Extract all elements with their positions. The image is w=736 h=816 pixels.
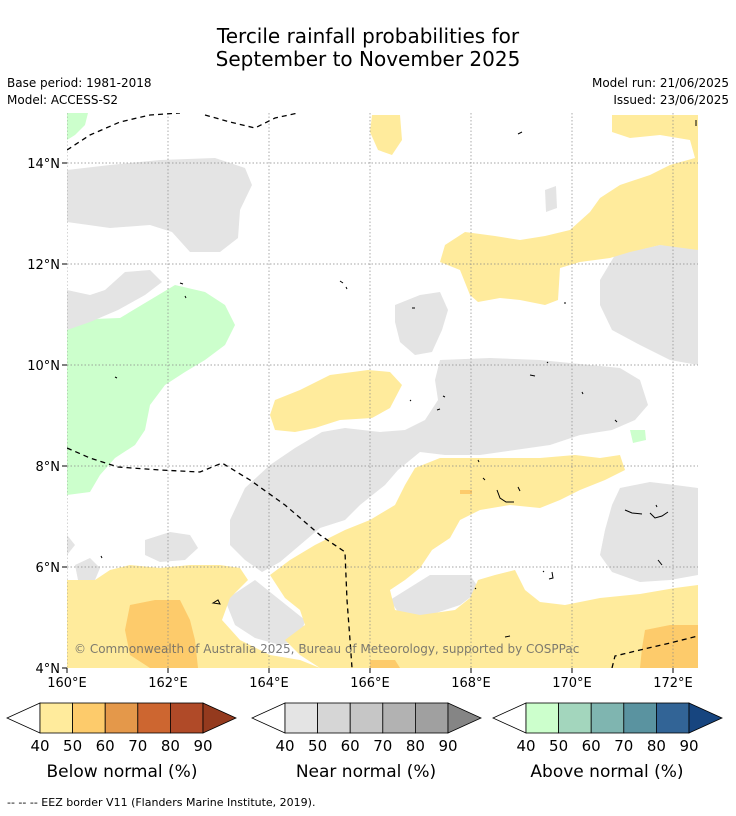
colorbar-below-tick: 60 (96, 737, 115, 755)
issued-date: Issued: 23/06/2025 (613, 93, 729, 107)
colorbar-label-near: Near normal (%) (295, 762, 437, 782)
below-normal-moderate-se (640, 625, 698, 668)
colorbar-above-tick: 90 (679, 737, 698, 755)
colorbar-near-segment (284, 702, 318, 734)
colorbars: 40 50 60 70 80 90 40 50 60 70 80 90 40 50 60 70 80 90 (6, 702, 723, 755)
colorbar-below-tick: 70 (128, 737, 147, 755)
colorbar-below-segment (202, 702, 237, 734)
near-normal-region-east (600, 482, 698, 582)
colorbar-label-below: Below normal (%) (46, 762, 198, 782)
eez-borders (67, 113, 698, 668)
lon-label-162e: 162°E (148, 676, 188, 691)
colorbar-below: 40 50 60 70 80 90 (6, 702, 237, 755)
colorbar-near-segment (447, 702, 482, 734)
near-normal-region-s-1 (225, 580, 305, 645)
colorbar-near-segment (317, 702, 351, 734)
title-line-2: September to November 2025 (215, 47, 521, 71)
lat-label-4n: 4°N (36, 662, 61, 677)
colorbar-near-tick: 50 (308, 737, 327, 755)
colorbar-near-tick: 80 (406, 737, 425, 755)
title-line-1: Tercile rainfall probabilities for (216, 24, 520, 48)
colorbar-below-tick: 50 (63, 737, 82, 755)
colorbar-near-segment (414, 702, 449, 734)
colorbar-below-segment (169, 702, 204, 734)
colorbar-near: 40 50 60 70 80 90 (251, 702, 482, 755)
above-normal-region-west (67, 285, 235, 495)
colorbar-near-segment (349, 702, 384, 734)
colorbar-above-segment (623, 702, 657, 734)
lat-label-6n: 6°N (36, 561, 61, 576)
colorbar-above-tick: 60 (582, 737, 601, 755)
lon-label-160e: 160°E (47, 676, 87, 691)
near-normal-region-sw-1 (145, 532, 198, 562)
colorbar-near-tick: 70 (373, 737, 392, 755)
lon-label-168e: 168°E (451, 676, 491, 691)
below-normal-region-c (270, 370, 402, 432)
colorbar-below-segment (137, 702, 171, 734)
below-normal-region-n (370, 115, 402, 155)
model-name: Model: ACCESS-S2 (7, 93, 119, 107)
map-area (67, 113, 698, 668)
colorbar-above-segment (590, 702, 625, 734)
lon-label-164e: 164°E (249, 676, 289, 691)
colorbar-near-low-extend (251, 702, 286, 734)
lon-label-170e: 170°E (552, 676, 592, 691)
near-normal-region-central (230, 358, 648, 572)
base-period: Base period: 1981-2018 (7, 76, 152, 90)
near-normal-region-s-3 (395, 595, 420, 610)
colorbar-above-segment (558, 702, 592, 734)
lat-label-12n: 12°N (27, 258, 60, 273)
colorbar-label-above: Above normal (%) (530, 762, 684, 782)
model-run: Model run: 21/06/2025 (591, 76, 729, 90)
lon-labels: 160°E 162°E 164°E 166°E 168°E 170°E 172°… (47, 676, 693, 691)
colorbar-above-tick: 40 (516, 737, 535, 755)
below-normal-region-se (270, 455, 698, 668)
copyright-notice: © Commonwealth of Australia 2025, Bureau… (74, 642, 579, 656)
near-normal-region-sw-3 (67, 535, 75, 555)
colorbar-above-segment (688, 702, 723, 734)
colorbar-near-segment (382, 702, 416, 734)
colorbar-near-tick: 40 (275, 737, 294, 755)
gridlines (67, 113, 698, 668)
colorbar-below-low-extend (6, 702, 41, 734)
lat-label-10n: 10°N (27, 359, 60, 374)
colorbar-below-segment (72, 702, 106, 734)
near-normal-region-ne-1 (545, 186, 557, 212)
near-normal-region-nw (67, 158, 252, 252)
colorbar-below-tick: 80 (161, 737, 180, 755)
above-normal-region-north (67, 113, 88, 140)
above-normal-region-small (630, 430, 646, 443)
near-normal-region-nc (395, 292, 448, 355)
colorbar-below-segment (39, 702, 73, 734)
colorbar-below-segment (104, 702, 139, 734)
below-normal-moderate-small (460, 490, 472, 494)
near-normal-region-ne-2 (600, 245, 698, 365)
colorbar-below-tick: 40 (30, 737, 49, 755)
below-normal-moderate-sw (125, 600, 198, 668)
colorbar-above-segment (656, 702, 690, 734)
lon-label-166e: 166°E (350, 676, 390, 691)
footnote-eez: -- -- -- EEZ border V11 (Flanders Marine… (7, 796, 316, 809)
colorbar-below-tick: 90 (193, 737, 212, 755)
colorbar-near-tick: 90 (438, 737, 457, 755)
colorbar-above-tick: 70 (614, 737, 633, 755)
lat-label-8n: 8°N (36, 460, 61, 475)
colorbar-above-tick: 50 (549, 737, 568, 755)
lat-label-14n: 14°N (27, 157, 60, 172)
islands (100, 120, 697, 638)
lon-label-172e: 172°E (653, 676, 693, 691)
colorbar-above-low-extend (492, 702, 527, 734)
lat-labels: 14°N 12°N 10°N 8°N 6°N 4°N (27, 157, 60, 677)
colorbar-above: 40 50 60 70 80 90 (492, 702, 723, 755)
near-normal-region-w (67, 270, 162, 330)
colorbar-above-segment (525, 702, 559, 734)
below-normal-moderate-s (370, 660, 400, 668)
axis-ticks (62, 162, 674, 673)
colorbar-above-tick: 80 (647, 737, 666, 755)
near-normal-region-sw-2 (75, 558, 100, 580)
below-normal-region-ne (440, 115, 698, 305)
colorbar-near-tick: 60 (341, 737, 360, 755)
